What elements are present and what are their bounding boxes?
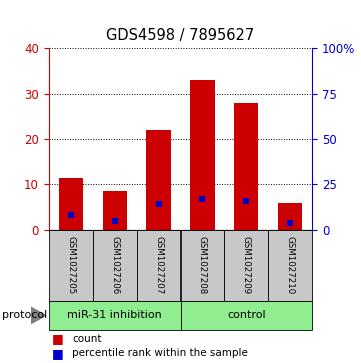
Point (200, 196, 205, 202)
Bar (58, 178, 83, 230)
Bar (278, 203, 303, 230)
Text: ■: ■ (52, 347, 64, 360)
Text: GSM1027209: GSM1027209 (242, 236, 251, 294)
Text: protocol: protocol (2, 310, 47, 321)
Text: GDS4598 / 7895627: GDS4598 / 7895627 (106, 28, 255, 43)
Text: GSM1027207: GSM1027207 (154, 236, 163, 294)
Text: control: control (227, 310, 266, 321)
Bar (190, 80, 214, 230)
Text: GSM1027205: GSM1027205 (66, 236, 75, 294)
Point (68, 212, 74, 218)
Text: miR-31 inhibition: miR-31 inhibition (67, 310, 162, 321)
Bar (147, 130, 171, 230)
Bar (234, 103, 258, 230)
Point (156, 201, 161, 207)
Polygon shape (31, 307, 46, 324)
Text: percentile rank within the sample: percentile rank within the sample (72, 348, 248, 359)
Text: GSM1027206: GSM1027206 (110, 236, 119, 294)
Point (243, 198, 249, 204)
Text: ■: ■ (52, 333, 64, 346)
Text: GSM1027208: GSM1027208 (198, 236, 207, 294)
Text: count: count (72, 334, 102, 344)
Point (287, 220, 293, 227)
Point (112, 218, 117, 224)
Text: GSM1027210: GSM1027210 (286, 236, 295, 294)
Bar (103, 191, 127, 230)
